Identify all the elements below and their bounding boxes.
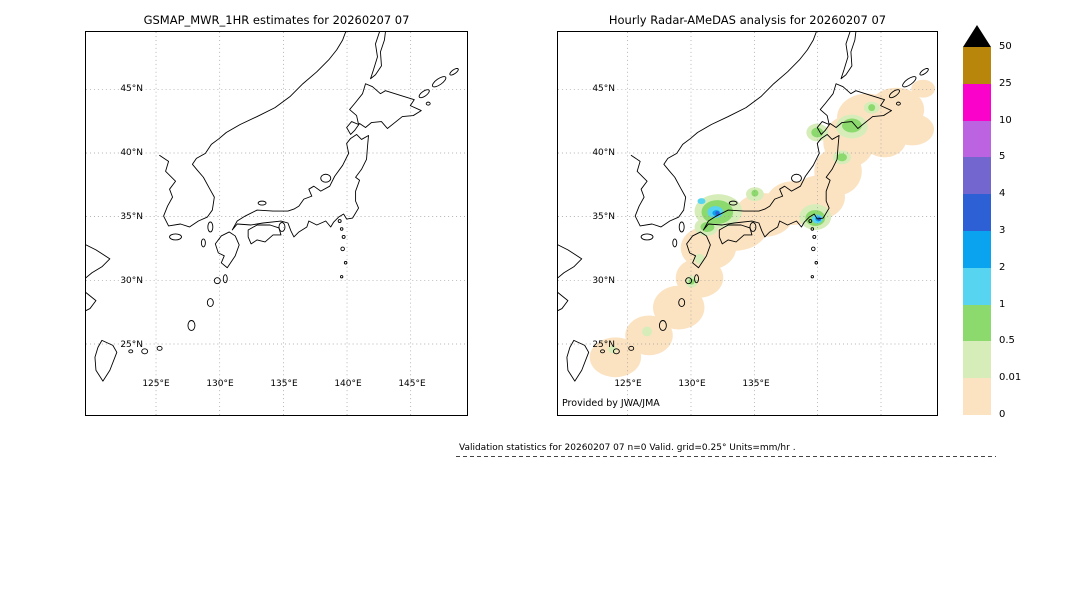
hokkaido-coast <box>346 83 422 135</box>
gsmap-map-canvas <box>86 32 467 415</box>
right-map-title: Hourly Radar-AMeDAS analysis for 2026020… <box>608 13 887 27</box>
lat-label: 30°N <box>120 276 143 286</box>
lat-label: 40°N <box>120 148 143 158</box>
honshu-coast <box>231 134 369 238</box>
china-coast-south <box>86 292 97 311</box>
dashed-separator <box>456 456 996 457</box>
colorbar-tick-label: 4 <box>999 188 1006 199</box>
lat-label: 35°N <box>592 212 615 222</box>
colorbar <box>963 47 991 415</box>
lon-label: 130°E <box>678 379 706 389</box>
colorbar-segment <box>963 83 991 121</box>
lat-label: 40°N <box>592 148 615 158</box>
left-map-title: GSMAP_MWR_1HR estimates for 20260207 07 <box>143 13 410 27</box>
lon-label: 135°E <box>742 379 770 389</box>
lat-label: 45°N <box>120 84 143 94</box>
lat-label: 30°N <box>592 276 615 286</box>
lon-label: 125°E <box>614 379 642 389</box>
lat-label: 25°N <box>592 340 615 350</box>
colorbar-tick-label: 1 <box>999 299 1006 310</box>
lon-label: 140°E <box>334 379 362 389</box>
colorbar-tick-label: 0.01 <box>999 372 1022 383</box>
china-coast <box>86 244 111 279</box>
colorbar-tick-label: 10 <box>999 115 1012 126</box>
colorbar-segment <box>963 304 991 342</box>
validation-caption: Validation statistics for 20260207 07 n=… <box>459 443 796 453</box>
colorbar-tick-label: 50 <box>999 41 1012 52</box>
grid-lines <box>86 32 467 415</box>
colorbar-tick-label: 0 <box>999 409 1006 420</box>
colorbar-overflow-triangle <box>963 25 991 47</box>
lat-label: 25°N <box>120 340 143 350</box>
lon-label: 130°E <box>206 379 234 389</box>
precip-level-trace <box>589 79 936 378</box>
radar-map-canvas <box>558 32 937 415</box>
data-credit: Provided by JWA/JMA <box>562 398 660 409</box>
colorbar-tick-label: 25 <box>999 78 1012 89</box>
japan-coastline <box>86 32 459 382</box>
lon-label: 135°E <box>270 379 298 389</box>
colorbar-tick-label: 2 <box>999 262 1006 273</box>
sakhalin-coast <box>370 32 386 80</box>
precipitation-overlay <box>589 79 936 378</box>
colorbar-segment <box>963 120 991 158</box>
lon-label: 145°E <box>398 379 426 389</box>
colorbar-segment <box>963 230 991 268</box>
taiwan-coast <box>94 339 118 382</box>
shikoku-coast <box>247 224 282 245</box>
lat-label: 35°N <box>120 212 143 222</box>
colorbar-segment <box>963 194 991 231</box>
colorbar-segment <box>963 267 991 305</box>
colorbar-tick-label: 3 <box>999 225 1006 236</box>
colorbar-segment <box>963 157 991 195</box>
colorbar-tick-label: 5 <box>999 151 1006 162</box>
lon-label: 125°E <box>142 379 170 389</box>
colorbar-segment <box>963 47 991 84</box>
colorbar-segment <box>963 378 991 415</box>
radar-amedas-map-panel: 45°N 40°N 35°N 30°N 25°N 125°E 130°E 135… <box>557 31 938 416</box>
gsmap-map-panel: 45°N 40°N 35°N 30°N 25°N 125°E 130°E 135… <box>85 31 468 416</box>
colorbar-tick-label: 0.5 <box>999 335 1015 346</box>
lat-label: 45°N <box>592 84 615 94</box>
small-islands <box>128 68 459 355</box>
colorbar-segment <box>963 341 991 379</box>
korea-continent-coast <box>159 32 347 228</box>
kyushu-coast <box>214 231 240 269</box>
